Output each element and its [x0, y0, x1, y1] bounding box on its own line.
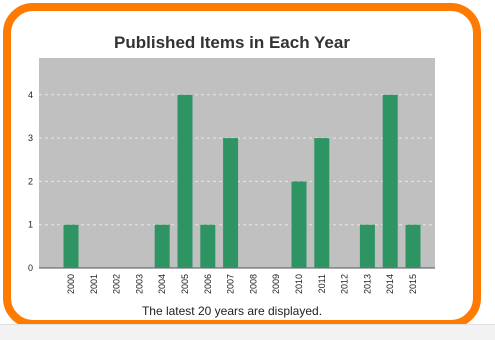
- x-tick-labels: 2000 2001 2002 2003 2004 2005 2006 2007 2008 2009…: [66, 274, 418, 294]
- x-tick-label: 2003: [134, 274, 144, 294]
- x-tick-label: 2005: [180, 274, 190, 294]
- x-tick-label: 2015: [408, 274, 418, 294]
- bar-2005[interactable]: [177, 94, 193, 268]
- bar-2000[interactable]: [63, 224, 79, 268]
- bar-2007[interactable]: [223, 138, 239, 268]
- bar-2004[interactable]: [154, 224, 170, 268]
- bar-2011[interactable]: [314, 138, 330, 268]
- chart-title: Published Items in Each Year: [114, 33, 350, 52]
- x-tick-label: 2008: [248, 274, 258, 294]
- page-bottom-strip: [0, 324, 495, 340]
- y-tick-label: 1: [28, 220, 33, 230]
- x-tick-label: 2009: [271, 274, 281, 294]
- bar-2006[interactable]: [200, 224, 216, 268]
- x-tick-label: 2004: [157, 274, 167, 294]
- x-tick-label: 2010: [294, 274, 304, 294]
- y-tick-label: 0: [28, 263, 33, 273]
- bar-2015[interactable]: [405, 224, 421, 268]
- bars: [63, 94, 421, 268]
- y-tick-label: 3: [28, 133, 33, 143]
- y-tick-label: 2: [28, 176, 33, 186]
- bar-2013[interactable]: [359, 224, 375, 268]
- x-tick-label: 2002: [112, 274, 122, 294]
- x-tick-label: 2007: [226, 274, 236, 294]
- x-tick-label: 2014: [385, 274, 395, 294]
- x-tick-label: 2006: [203, 274, 213, 294]
- chart-caption: The latest 20 years are displayed.: [142, 304, 322, 318]
- y-tick-labels: 0 1 2 3 4: [28, 90, 33, 273]
- bar-2014[interactable]: [382, 94, 398, 268]
- bar-2010[interactable]: [291, 181, 307, 268]
- x-tick-label: 2000: [66, 274, 76, 294]
- x-tick-label: 2011: [317, 274, 327, 293]
- y-tick-label: 4: [28, 90, 33, 100]
- x-tick-label: 2001: [89, 274, 99, 294]
- x-tick-label: 2012: [340, 274, 350, 294]
- x-tick-label: 2013: [362, 274, 372, 294]
